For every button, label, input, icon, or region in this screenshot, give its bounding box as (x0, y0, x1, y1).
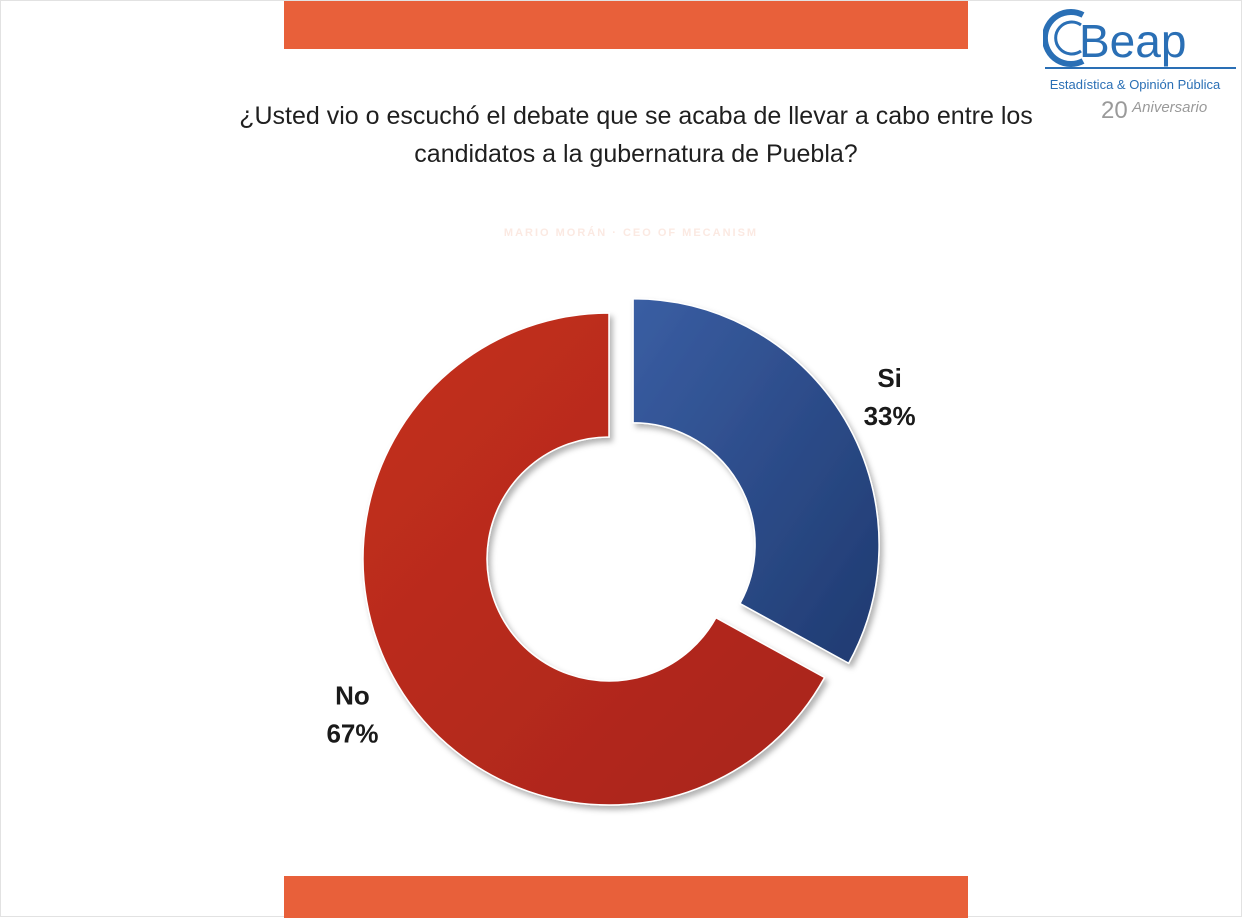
logo-anniversary: 20 Aniversario (1101, 97, 1207, 125)
bottom-accent-bar (284, 876, 968, 918)
donut-labels: Si 33% No 67% (326, 363, 915, 749)
logo-swoosh-inner-icon (1054, 20, 1082, 56)
slice-label-no: No (335, 681, 370, 711)
slice-value-si: 33% (864, 401, 916, 431)
beap-logo-mark: Beap (1043, 9, 1236, 69)
logo-wordmark: Beap (1079, 15, 1186, 67)
logo-swoosh-icon (1043, 9, 1085, 67)
anniversary-number: 20 (1101, 97, 1128, 124)
slice-value-no: 67% (326, 719, 378, 749)
beap-logo: Beap Estadística & Opinión Pública 20 An… (1031, 5, 1236, 125)
question-title: ¿Usted vio o escuchó el debate que se ac… (239, 102, 1033, 168)
anniversary-word: Aniversario (1132, 99, 1208, 116)
top-accent-bar (284, 1, 968, 49)
donut-slices (362, 297, 880, 806)
slice-si (632, 297, 880, 665)
slice-label-si: Si (877, 363, 902, 393)
slice-no (362, 312, 826, 806)
logo-subtitle: Estadística & Opinión Pública (1049, 77, 1221, 92)
watermark: MARIO MORÁN · CEO OF MECANISM (503, 227, 759, 239)
